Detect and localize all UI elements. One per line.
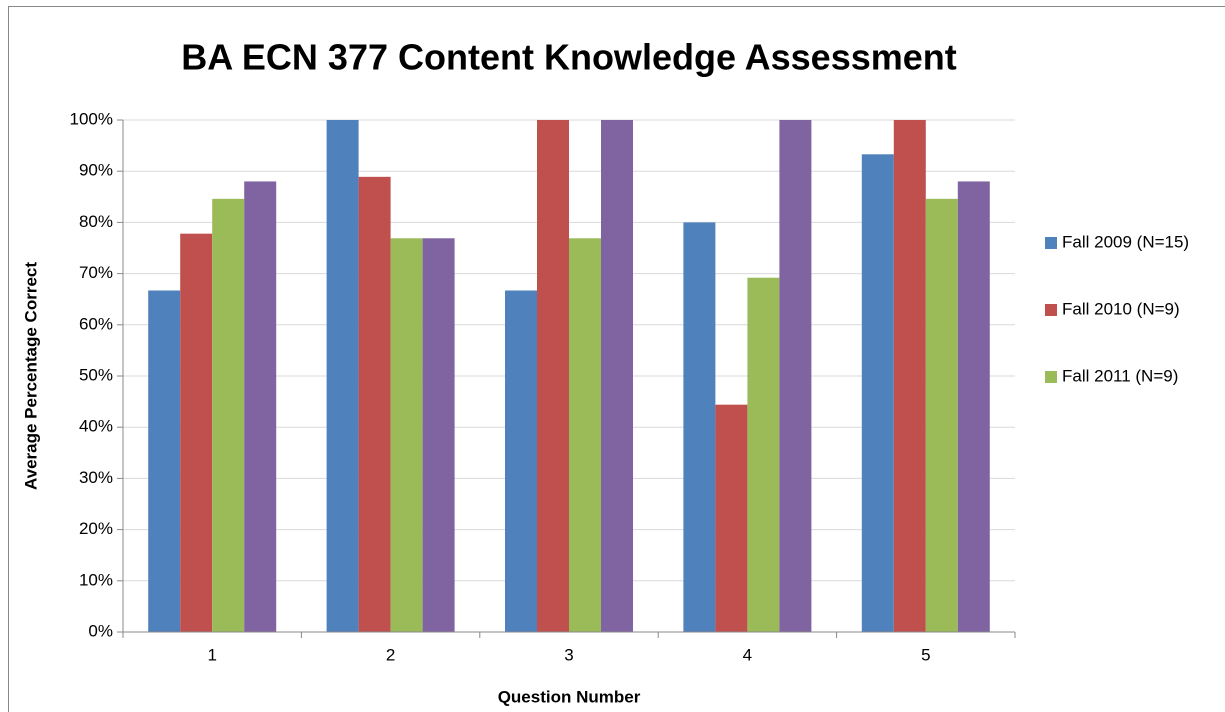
x-tick-label: 5 xyxy=(921,645,930,664)
bar xyxy=(390,238,423,632)
y-tick-label: 0% xyxy=(88,621,113,640)
y-tick-label: 100% xyxy=(70,109,113,128)
bar xyxy=(537,120,569,632)
bar xyxy=(601,120,633,632)
x-axis-label: Question Number xyxy=(498,687,641,706)
y-tick-label: 40% xyxy=(79,417,113,436)
y-axis-label: Average Percentage Correct xyxy=(21,262,40,490)
x-tick-label: 4 xyxy=(743,645,752,664)
x-tick-label: 1 xyxy=(207,645,216,664)
bar xyxy=(505,290,537,632)
bar xyxy=(861,154,894,632)
legend-swatch xyxy=(1045,371,1057,383)
y-tick-label: 80% xyxy=(79,212,113,231)
bar xyxy=(244,181,277,632)
bar xyxy=(779,120,812,632)
x-tick-label: 2 xyxy=(386,645,395,664)
bar xyxy=(148,290,181,632)
bar xyxy=(893,120,926,632)
legend-label: Fall 2011 (N=9) xyxy=(1062,366,1178,385)
legend-label: Fall 2010 (N=9) xyxy=(1062,299,1180,318)
y-tick-label: 70% xyxy=(79,263,113,282)
y-tick-label: 50% xyxy=(79,365,113,384)
bar xyxy=(683,222,716,632)
legend-swatch xyxy=(1045,304,1057,316)
bar xyxy=(747,277,780,632)
bar xyxy=(957,181,990,632)
y-tick-label: 60% xyxy=(79,314,113,333)
bar xyxy=(212,198,245,632)
bar xyxy=(715,404,748,632)
y-tick-label: 20% xyxy=(79,519,113,538)
legend-label: Fall 2009 (N=15) xyxy=(1062,232,1189,251)
chart-title: BA ECN 377 Content Knowledge Assessment xyxy=(181,37,957,78)
bar xyxy=(925,198,958,632)
y-tick-label: 10% xyxy=(79,570,113,589)
legend-swatch xyxy=(1045,237,1057,249)
bar xyxy=(422,238,455,632)
bar xyxy=(180,233,213,632)
bar xyxy=(569,238,601,632)
x-tick-label: 3 xyxy=(564,645,573,664)
bar xyxy=(326,120,359,632)
bar xyxy=(358,176,391,632)
y-tick-label: 90% xyxy=(79,161,113,180)
y-tick-label: 30% xyxy=(79,468,113,487)
